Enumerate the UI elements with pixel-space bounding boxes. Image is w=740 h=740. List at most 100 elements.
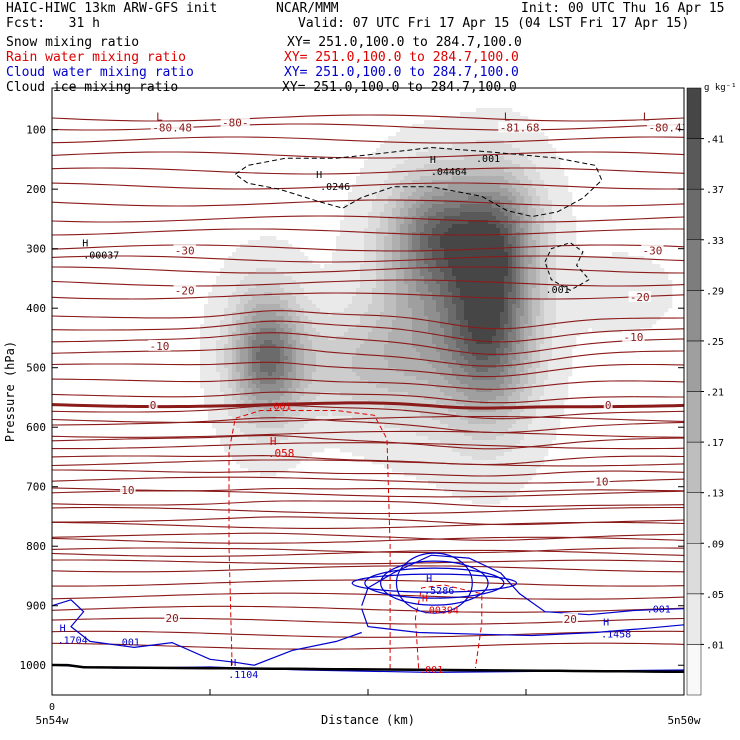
snow-cell <box>448 216 453 221</box>
snow-cell <box>372 216 377 221</box>
snow-cell <box>592 288 597 293</box>
snow-cell <box>204 316 209 321</box>
snow-cell <box>404 180 409 185</box>
snow-cell <box>416 272 421 277</box>
snow-cell <box>484 148 489 153</box>
snow-cell <box>448 352 453 357</box>
snow-cell <box>532 240 537 245</box>
snow-cell <box>468 184 473 189</box>
snow-cell <box>376 356 381 361</box>
snow-cell <box>240 276 245 281</box>
snow-cell <box>260 316 265 321</box>
snow-cell <box>468 320 473 325</box>
snow-cell <box>356 256 361 261</box>
snow-cell <box>424 120 429 125</box>
snow-cell <box>444 328 449 333</box>
snow-cell <box>484 268 489 273</box>
snow-cell <box>232 360 237 365</box>
snow-cell <box>216 292 221 297</box>
snow-cell <box>276 356 281 361</box>
snow-cell <box>380 224 385 229</box>
snow-cell <box>612 252 617 257</box>
snow-cell <box>396 180 401 185</box>
snow-cell <box>432 324 437 329</box>
snow-cell <box>260 300 265 305</box>
snow-cell <box>472 268 477 273</box>
snow-cell <box>404 132 409 137</box>
snow-cell <box>588 312 593 317</box>
snow-cell <box>288 320 293 325</box>
snow-cell <box>416 324 421 329</box>
snow-cell <box>524 304 529 309</box>
snow-cell <box>520 264 525 269</box>
snow-cell <box>400 296 405 301</box>
snow-cell <box>560 364 565 369</box>
snow-cell <box>548 180 553 185</box>
snow-cell <box>444 184 449 189</box>
snow-cell <box>432 156 437 161</box>
snow-cell <box>496 284 501 289</box>
snow-cell <box>248 348 253 353</box>
snow-cell <box>508 328 513 333</box>
snow-cell <box>660 276 665 281</box>
snow-cell <box>412 144 417 149</box>
snow-cell <box>512 212 517 217</box>
snow-cell <box>576 284 581 289</box>
snow-cell <box>528 248 533 253</box>
snow-cell <box>612 304 617 309</box>
snow-cell <box>376 260 381 265</box>
snow-cell <box>516 236 521 241</box>
snow-cell <box>564 308 569 313</box>
snow-cell <box>308 344 313 349</box>
snow-cell <box>524 332 529 337</box>
snow-cell <box>292 372 297 377</box>
snow-cell <box>484 136 489 141</box>
snow-cell <box>576 292 581 297</box>
snow-cell <box>484 176 489 181</box>
snow-cell <box>264 328 269 333</box>
snow-cell <box>264 336 269 341</box>
snow-cell <box>312 296 317 301</box>
snow-cell <box>572 260 577 265</box>
snow-cell <box>456 284 461 289</box>
snow-cell <box>240 272 245 277</box>
snow-cell <box>572 312 577 317</box>
snow-cell <box>476 232 481 237</box>
snow-cell <box>356 192 361 197</box>
snow-cell <box>268 352 273 357</box>
snow-cell <box>640 300 645 305</box>
snow-cell <box>348 340 353 345</box>
snow-cell <box>460 300 465 305</box>
snow-cell <box>484 200 489 205</box>
snow-cell <box>548 176 553 181</box>
snow-cell <box>416 196 421 201</box>
snow-cell <box>504 280 509 285</box>
snow-cell <box>448 276 453 281</box>
snow-cell <box>224 268 229 273</box>
snow-cell <box>464 300 469 305</box>
snow-cell <box>440 332 445 337</box>
snow-cell <box>392 364 397 369</box>
snow-cell <box>476 296 481 301</box>
snow-cell <box>540 188 545 193</box>
snow-cell <box>444 216 449 221</box>
snow-cell <box>404 352 409 357</box>
snow-cell <box>384 220 389 225</box>
snow-cell <box>604 292 609 297</box>
snow-cell <box>264 316 269 321</box>
snow-cell <box>508 148 513 153</box>
snow-cell <box>520 364 525 369</box>
snow-cell <box>536 300 541 305</box>
snow-cell <box>368 352 373 357</box>
snow-cell <box>372 160 377 165</box>
snow-cell <box>516 148 521 153</box>
snow-cell <box>512 196 517 201</box>
snow-cell <box>396 176 401 181</box>
snow-cell <box>232 268 237 273</box>
snow-cell <box>204 340 209 345</box>
snow-cell <box>264 252 269 257</box>
snow-cell <box>484 344 489 349</box>
snow-cell <box>492 124 497 129</box>
snow-cell <box>432 316 437 321</box>
snow-cell <box>404 148 409 153</box>
